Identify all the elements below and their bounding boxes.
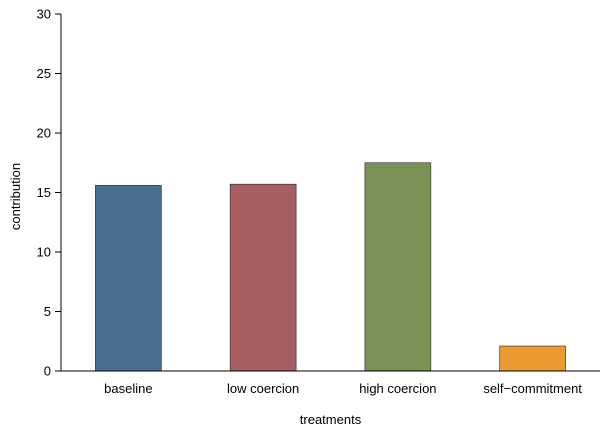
y-tick-label: 25 bbox=[37, 66, 51, 81]
y-tick-label: 10 bbox=[37, 245, 51, 260]
y-axis-title: contribution bbox=[8, 163, 23, 230]
x-tick-label: baseline bbox=[104, 381, 152, 396]
y-tick-label: 0 bbox=[44, 364, 51, 379]
bar-baseline bbox=[95, 185, 162, 372]
x-axis-title: treatments bbox=[300, 412, 362, 427]
x-tick-label: low coercion bbox=[227, 381, 299, 396]
x-tick-label: self−commitment bbox=[483, 381, 582, 396]
y-axis: 0 5 10 15 20 25 30 bbox=[37, 7, 62, 379]
y-tick-label: 20 bbox=[37, 126, 51, 141]
y-tick-label: 15 bbox=[37, 185, 51, 200]
y-tick-label: 5 bbox=[44, 304, 51, 319]
x-axis-labels: baseline low coercion high coercion self−co… bbox=[104, 381, 582, 396]
bar-self-commitment bbox=[499, 345, 566, 372]
bar-low-coercion bbox=[229, 183, 297, 372]
x-tick-label: high coercion bbox=[359, 381, 436, 396]
bars bbox=[95, 162, 566, 372]
y-tick-label: 30 bbox=[37, 7, 51, 22]
bar-high-coercion bbox=[364, 162, 432, 372]
